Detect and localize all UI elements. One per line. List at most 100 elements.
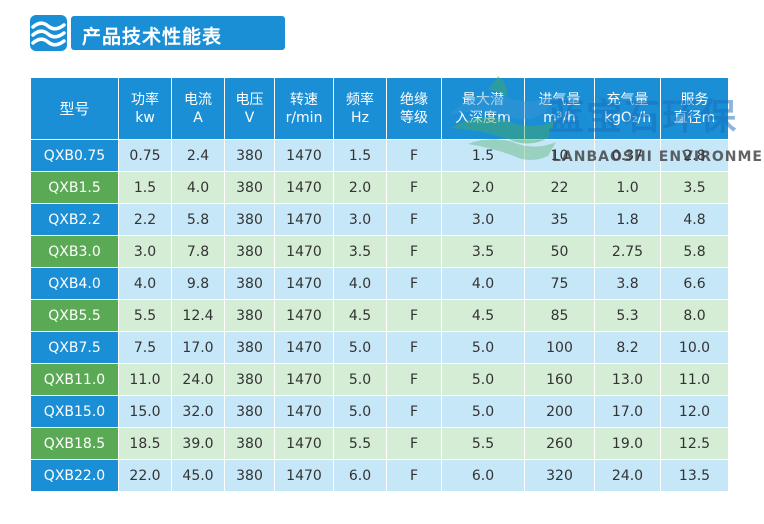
table-cell: 380 (224, 363, 275, 396)
table-row: QXB0.75 0.75 2.4 380 1470 1.5 F 1.5 10 0.37 2.8 (30, 139, 729, 172)
table-cell: 260 (524, 427, 595, 460)
table-row: QXB1.5 1.5 4.0 380 1470 2.0 F 2.0 22 1.0 3.5 (30, 171, 729, 204)
table-cell: 1470 (274, 235, 334, 268)
table-cell: 5.0 (333, 331, 387, 364)
table-cell: 4.5 (333, 299, 387, 332)
model-cell: QXB22.0 (30, 459, 119, 492)
table-cell: 1.5 (333, 139, 387, 172)
page-title: 产品技术性能表 (82, 26, 223, 48)
table-cell: 380 (224, 395, 275, 428)
table-cell: 32.0 (171, 395, 225, 428)
column-header: 进气量 m³/h (524, 77, 595, 140)
table-cell: 0.37 (594, 139, 661, 172)
table-cell: 13.0 (594, 363, 661, 396)
column-header-line1: 电压 (235, 91, 264, 108)
table-cell: 1.5 (118, 171, 172, 204)
table-cell: 5.0 (333, 363, 387, 396)
table-cell: F (386, 267, 442, 300)
table-cell: 6.0 (441, 459, 525, 492)
column-header-line1: 绝缘 (400, 91, 428, 108)
model-cell: QXB1.5 (30, 171, 119, 204)
model-cell: QXB0.75 (30, 139, 119, 172)
column-header-line2: 入深度m (455, 109, 511, 126)
table-cell: F (386, 139, 442, 172)
table-cell: 2.2 (118, 203, 172, 236)
table-cell: 380 (224, 171, 275, 204)
page-header: 产品技术性能表 (30, 15, 286, 51)
column-header: 充气量 kgO₂/h (594, 77, 661, 140)
table-cell: 5.0 (441, 363, 525, 396)
table-row: QXB5.5 5.5 12.4 380 1470 4.5 F 4.5 85 5.3 8.0 (30, 299, 729, 332)
table-cell: 380 (224, 459, 275, 492)
table-cell: 0.75 (118, 139, 172, 172)
table-cell: 1470 (274, 267, 334, 300)
column-header-line1: 型号 (59, 99, 90, 118)
column-header-line1: 转速 (290, 91, 318, 108)
column-header: 最大潜 入深度m (441, 77, 525, 140)
table-cell: 1470 (274, 139, 334, 172)
table-cell: 1.8 (594, 203, 661, 236)
table-cell: 1470 (274, 331, 334, 364)
model-cell: QXB2.2 (30, 203, 119, 236)
column-header: 服务 直径m (660, 77, 729, 140)
table-cell: 9.8 (171, 267, 225, 300)
table-cell: 3.0 (118, 235, 172, 268)
table-cell: 380 (224, 139, 275, 172)
table-cell: 22 (524, 171, 595, 204)
column-header-line2: kw (135, 109, 155, 126)
table-cell: 8.0 (660, 299, 729, 332)
table-header-row: 型号 功率 kw 电流 A 电压 V 转速 r/min 频率 Hz 绝缘 等级 最大潜 入深度m 进气量 m³/… (30, 77, 729, 140)
column-header-line1: 服务 (680, 91, 709, 108)
table-cell: 380 (224, 331, 275, 364)
table-cell: 2.75 (594, 235, 661, 268)
column-header-line2: 等级 (400, 109, 428, 126)
column-header-line1: 充气量 (606, 91, 649, 108)
table-cell: 13.5 (660, 459, 729, 492)
table-cell: 24.0 (171, 363, 225, 396)
model-cell: QXB5.5 (30, 299, 119, 332)
table-cell: 380 (224, 267, 275, 300)
model-cell: QXB4.0 (30, 267, 119, 300)
table-cell: 200 (524, 395, 595, 428)
column-header-line2: m³/h (543, 109, 576, 126)
table-cell: 5.3 (594, 299, 661, 332)
table-cell: 8.2 (594, 331, 661, 364)
table-cell: 6.0 (333, 459, 387, 492)
column-header-line1: 电流 (184, 91, 212, 108)
table-cell: 10.0 (660, 331, 729, 364)
table-row: QXB11.0 11.0 24.0 380 1470 5.0 F 5.0 160 13.0 11.0 (30, 363, 729, 396)
table-cell: F (386, 235, 442, 268)
table-cell: 12.0 (660, 395, 729, 428)
table-cell: 4.0 (441, 267, 525, 300)
table-cell: 320 (524, 459, 595, 492)
column-header: 频率 Hz (333, 77, 387, 140)
table-cell: 2.0 (441, 171, 525, 204)
table-cell: 3.0 (333, 203, 387, 236)
title-bar: 产品技术性能表 (71, 16, 285, 50)
table-cell: F (386, 299, 442, 332)
table-cell: 3.5 (333, 235, 387, 268)
table-cell: 75 (524, 267, 595, 300)
table-cell: 4.0 (333, 267, 387, 300)
table-cell: 3.0 (441, 203, 525, 236)
table-cell: 17.0 (171, 331, 225, 364)
table-cell: 85 (524, 299, 595, 332)
column-header: 转速 r/min (274, 77, 334, 140)
table-cell: 2.8 (660, 139, 729, 172)
table-cell: 39.0 (171, 427, 225, 460)
column-header-line2: kgO₂/h (603, 109, 652, 126)
table-cell: 4.0 (118, 267, 172, 300)
table-cell: 15.0 (118, 395, 172, 428)
table-row: QXB2.2 2.2 5.8 380 1470 3.0 F 3.0 35 1.8 4.8 (30, 203, 729, 236)
table-cell: 5.0 (333, 395, 387, 428)
table-cell: 3.5 (441, 235, 525, 268)
table-cell: 1470 (274, 171, 334, 204)
table-row: QXB4.0 4.0 9.8 380 1470 4.0 F 4.0 75 3.8 6.6 (30, 267, 729, 300)
model-cell: QXB18.5 (30, 427, 119, 460)
table-cell: 2.0 (333, 171, 387, 204)
table-cell: 45.0 (171, 459, 225, 492)
model-cell: QXB11.0 (30, 363, 119, 396)
table-cell: 1470 (274, 363, 334, 396)
table-cell: 5.5 (118, 299, 172, 332)
column-header-line1: 频率 (346, 91, 374, 108)
